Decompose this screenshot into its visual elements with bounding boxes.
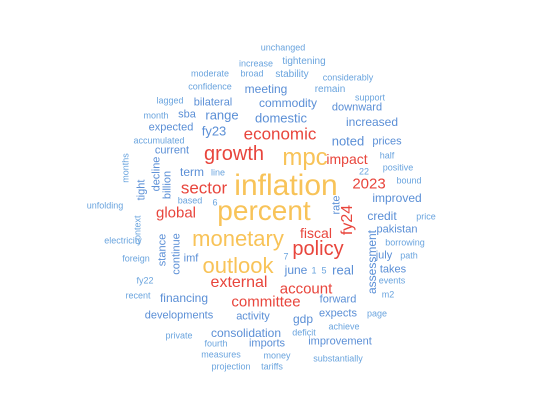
word-economic: economic xyxy=(243,124,317,144)
word-developments: developments xyxy=(144,309,214,322)
word-broad: broad xyxy=(240,68,264,79)
word-positive: positive xyxy=(382,162,414,173)
word-path: path xyxy=(400,250,418,261)
word-events: events xyxy=(378,275,406,286)
word-page: page xyxy=(366,308,388,319)
word-tightening: tightening xyxy=(282,56,326,67)
word-imf: imf xyxy=(183,252,199,265)
word-borrowing: borrowing xyxy=(385,237,425,248)
word-billion: billion xyxy=(161,170,174,200)
word-stance: stance xyxy=(156,233,169,267)
word-assessment: assessment xyxy=(365,229,379,295)
word-noted: noted xyxy=(331,133,365,149)
word-achieve: achieve xyxy=(328,321,360,332)
word-activity: activity xyxy=(236,310,270,323)
word-forward: forward xyxy=(319,293,357,306)
word-sector: sector xyxy=(180,178,228,198)
word-external: external xyxy=(210,274,268,291)
word-impact: impact xyxy=(326,151,368,167)
word-unfolding: unfolding xyxy=(86,200,124,211)
word-prices: prices xyxy=(372,135,402,148)
word-tight: tight xyxy=(135,179,148,201)
word-accumulated: accumulated xyxy=(133,135,185,146)
word-range: range xyxy=(205,107,239,123)
word-price: price xyxy=(416,211,436,222)
word-july: july xyxy=(375,249,393,262)
word-private: private xyxy=(165,330,193,341)
word-m2: m2 xyxy=(381,289,395,300)
word-committee: committee xyxy=(231,293,301,311)
word-monetary: monetary xyxy=(192,226,284,251)
word-22: 22 xyxy=(358,166,370,177)
word-growth: growth xyxy=(203,143,265,165)
word-consolidation: consolidation xyxy=(210,326,282,340)
word-imports: imports xyxy=(248,337,286,350)
word-june: june xyxy=(284,263,308,277)
word-foreign: foreign xyxy=(122,253,150,264)
word-increased: increased xyxy=(345,115,399,129)
word-unchanged: unchanged xyxy=(260,42,306,53)
word-tariffs: tariffs xyxy=(261,361,283,372)
word-electricity: electricity xyxy=(104,235,142,246)
word-decline: decline xyxy=(150,156,163,192)
word-deficit: deficit xyxy=(292,327,316,338)
word-takes: takes xyxy=(379,263,407,276)
word-expects: expects xyxy=(319,307,357,320)
word-money: money xyxy=(263,350,291,361)
word-month: month xyxy=(143,110,169,121)
word-sba: sba xyxy=(178,108,196,121)
word-gdp: gdp xyxy=(292,312,314,326)
word-global: global xyxy=(155,204,197,222)
word-recent: recent xyxy=(125,290,151,301)
word-continue: continue xyxy=(170,233,183,275)
word-increase: increase xyxy=(238,58,274,69)
word-half: half xyxy=(379,150,395,161)
word-term: term xyxy=(180,165,204,179)
word-rate: rate xyxy=(330,195,343,215)
word-fiscal: fiscal xyxy=(300,225,332,241)
word-improved: improved xyxy=(372,191,422,205)
word-outlook: outlook xyxy=(202,253,274,278)
word-projection: projection xyxy=(211,361,251,372)
word-credit: credit xyxy=(367,209,397,223)
word-commodity: commodity xyxy=(258,96,318,110)
word-bilateral: bilateral xyxy=(193,96,233,109)
word-lagged: lagged xyxy=(156,95,184,106)
word-downward: downward xyxy=(331,101,383,114)
word-line: line xyxy=(210,167,226,178)
word-inflation: inflation xyxy=(234,169,338,202)
word-1: 1 xyxy=(311,265,317,276)
word-fourth: fourth xyxy=(204,338,228,349)
word-considerably: considerably xyxy=(322,72,374,83)
word-remain: remain xyxy=(314,84,346,95)
word-confidence: confidence xyxy=(188,81,232,92)
word-7: 7 xyxy=(283,251,289,262)
word-based: based xyxy=(177,195,203,206)
word-account: account xyxy=(279,280,333,298)
word-expected: expected xyxy=(148,121,194,134)
word-policy: policy xyxy=(292,238,344,260)
word-percent: percent xyxy=(217,195,311,226)
word-fy22: fy22 xyxy=(136,275,154,286)
word-real: real xyxy=(332,262,354,278)
word-substantially: substantially xyxy=(313,353,363,364)
word-domestic: domestic xyxy=(254,110,308,126)
word-support: support xyxy=(354,92,386,103)
word-stability: stability xyxy=(275,69,309,80)
word-5: 5 xyxy=(321,265,327,276)
word-meeting: meeting xyxy=(244,82,288,96)
word-bound: bound xyxy=(396,175,422,186)
word-moderate: moderate xyxy=(190,68,230,79)
word-financing: financing xyxy=(159,291,209,305)
word-months: months xyxy=(120,153,131,183)
word-fy23: fy23 xyxy=(201,123,227,139)
word-2023: 2023 xyxy=(352,175,386,193)
word-6: 6 xyxy=(212,197,218,208)
word-improvement: improvement xyxy=(308,335,372,348)
word-pakistan: pakistan xyxy=(376,223,418,236)
word-mpc: mpc xyxy=(282,144,328,171)
word-measures: measures xyxy=(201,349,241,360)
word-current: current xyxy=(154,144,190,157)
